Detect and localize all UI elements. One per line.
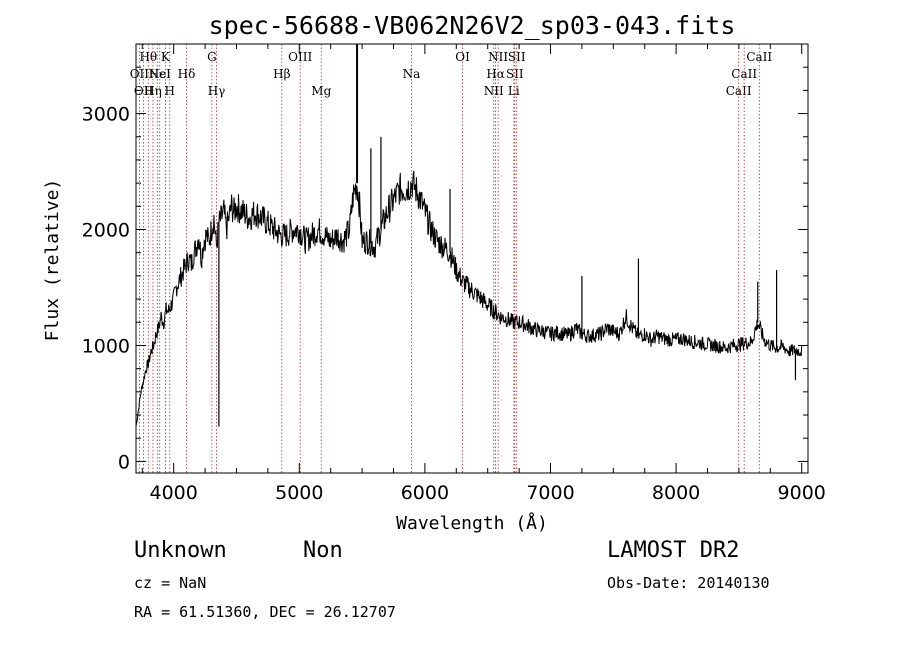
spectrum-flux-line: [135, 170, 803, 427]
line-label-21: SII: [508, 50, 526, 64]
line-label-12: OIII: [288, 50, 312, 64]
line-label-6: K: [161, 50, 171, 64]
line-label-8: Hδ: [178, 67, 196, 81]
line-label-19: Li: [508, 84, 520, 98]
x-tick-label-4: 8000: [652, 482, 700, 504]
line-label-20: SII: [506, 67, 524, 81]
line-label-14: Na: [403, 67, 421, 81]
line-label-7: H: [165, 84, 175, 98]
x-tick-label-1: 5000: [275, 482, 323, 504]
y-tick-label-3: 3000: [82, 104, 130, 126]
line-label-15: OI: [455, 50, 470, 64]
x-tick-label-2: 6000: [401, 482, 449, 504]
line-label-2: Hθ: [139, 50, 157, 64]
survey-name: LAMOST DR2: [607, 538, 740, 563]
spectrum-line: [135, 44, 803, 427]
plot-frame: [135, 43, 809, 474]
line-label-0: OII: [130, 67, 150, 81]
line-label-16: NII: [484, 84, 504, 98]
line-label-13: Mg: [311, 84, 331, 98]
x-tick-label-3: 7000: [526, 482, 574, 504]
y-tick-label-2: 2000: [82, 220, 130, 242]
redshift-cz: cz = NaN: [134, 574, 207, 592]
line-label-10: Hγ: [208, 84, 226, 98]
object-subclass: Non: [303, 538, 343, 563]
y-axis-label: Flux (relative): [42, 179, 63, 342]
line-label-17: Hα: [486, 67, 505, 81]
line-label-23: CaII: [731, 67, 757, 81]
axes: 4000 5000 6000 7000 8000 9000 0 1000 2000 3000: [82, 44, 826, 504]
line-label-5: NeI: [149, 67, 172, 81]
y-tick-label-0: 0: [118, 451, 130, 473]
line-label-18: NII: [488, 50, 508, 64]
line-label-4: Hε: [149, 67, 166, 81]
observation-date: Obs-Date: 20140130: [607, 574, 770, 592]
line-label-11: Hβ: [273, 67, 290, 81]
y-tick-label-1: 1000: [82, 335, 130, 357]
emission-line-markers: OIIOIIHθHηHεNeIKHHδGHγHβOIIIMgNaOINIIHαN…: [130, 44, 772, 473]
chart-title: spec-56688-VB062N26V2_sp03-043.fits: [209, 11, 736, 40]
x-tick-label-5: 9000: [778, 482, 826, 504]
object-class: Unknown: [134, 538, 227, 563]
coordinates: RA = 61.51360, DEC = 26.12707: [134, 603, 396, 621]
spectrum-plot: spec-56688-VB062N26V2_sp03-043.fits OII O…: [42, 11, 826, 534]
line-label-9: G: [207, 50, 217, 64]
line-label-24: CaII: [746, 50, 772, 64]
x-axis-label: Wavelength (Å): [396, 512, 548, 534]
x-tick-label-0: 4000: [150, 482, 198, 504]
line-label-3: Hη: [144, 84, 162, 98]
line-label-22: CaII: [726, 84, 752, 98]
